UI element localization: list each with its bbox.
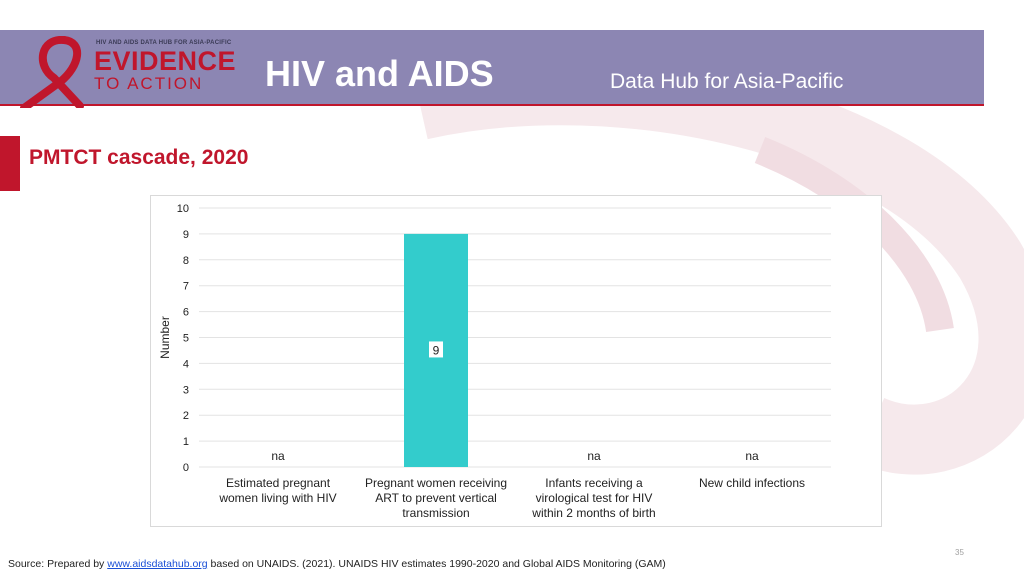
red-ribbon-icon xyxy=(20,36,84,108)
bar-chart: 0 1 2 3 4 5 6 7 8 9 10 Number na Estimated pregnantwo… xyxy=(158,203,831,520)
x-tick-label: Infants receiving a xyxy=(545,476,643,490)
source-suffix: based on UNAIDS. (2021). UNAIDS HIV esti… xyxy=(207,558,666,570)
data-label: na xyxy=(745,449,759,463)
source-link[interactable]: www.aidsdatahub.org xyxy=(107,558,208,570)
header-banner: HIV AND AIDS DATA HUB FOR ASIA-PACIFIC E… xyxy=(0,30,984,108)
x-tick-label: virological test for HIV xyxy=(536,491,653,505)
header-title: HIV and AIDS xyxy=(265,53,494,94)
data-label: 9 xyxy=(433,343,440,357)
source-prefix: Source: Prepared by xyxy=(8,558,108,570)
x-tick-label: New child infections xyxy=(699,476,805,490)
chart-container: 0 1 2 3 4 5 6 7 8 9 10 Number na Estimated pregnant wo… xyxy=(150,195,882,527)
x-tick-label: transmission xyxy=(402,506,469,520)
x-tick-label: within 2 months of birth xyxy=(531,506,655,520)
y-axis-label: Number xyxy=(158,316,172,359)
slide-title: PMTCT cascade, 2020 xyxy=(29,146,249,169)
x-tick-label: Pregnant women receiving xyxy=(365,476,507,490)
y-tick-label: 2 xyxy=(183,410,189,422)
y-tick-label: 1 xyxy=(183,436,189,448)
logo-tagline: HIV AND AIDS DATA HUB FOR ASIA-PACIFIC xyxy=(96,40,232,46)
data-label: na xyxy=(587,449,601,463)
y-tick-label: 5 xyxy=(183,333,189,345)
x-tick-label: women living with HIV xyxy=(218,491,336,505)
page-number: 35 xyxy=(955,548,964,557)
y-tick-label: 6 xyxy=(183,307,189,319)
data-label: na xyxy=(271,449,285,463)
logo-evidence-text: EVIDENCE xyxy=(94,46,237,76)
y-tick-label: 8 xyxy=(183,255,189,267)
y-tick-label: 9 xyxy=(183,229,189,241)
y-tick-label: 7 xyxy=(183,281,189,293)
x-tick-label: ART to prevent vertical xyxy=(375,491,497,505)
source-note: Source: Prepared by www.aidsdatahub.org … xyxy=(8,558,666,570)
y-tick-label: 4 xyxy=(183,358,189,370)
header-subtitle: Data Hub for Asia-Pacific xyxy=(610,70,844,93)
y-tick-label: 10 xyxy=(177,203,189,215)
evidence-to-action-logo: HIV AND AIDS DATA HUB FOR ASIA-PACIFIC E… xyxy=(18,36,248,108)
y-tick-label: 0 xyxy=(183,462,189,474)
y-tick-label: 3 xyxy=(183,384,189,396)
data-label-bg xyxy=(429,341,443,358)
title-accent-bar xyxy=(0,136,20,191)
logo-action-text: TO ACTION xyxy=(94,74,204,93)
x-tick-label: Estimated pregnant xyxy=(226,476,331,490)
